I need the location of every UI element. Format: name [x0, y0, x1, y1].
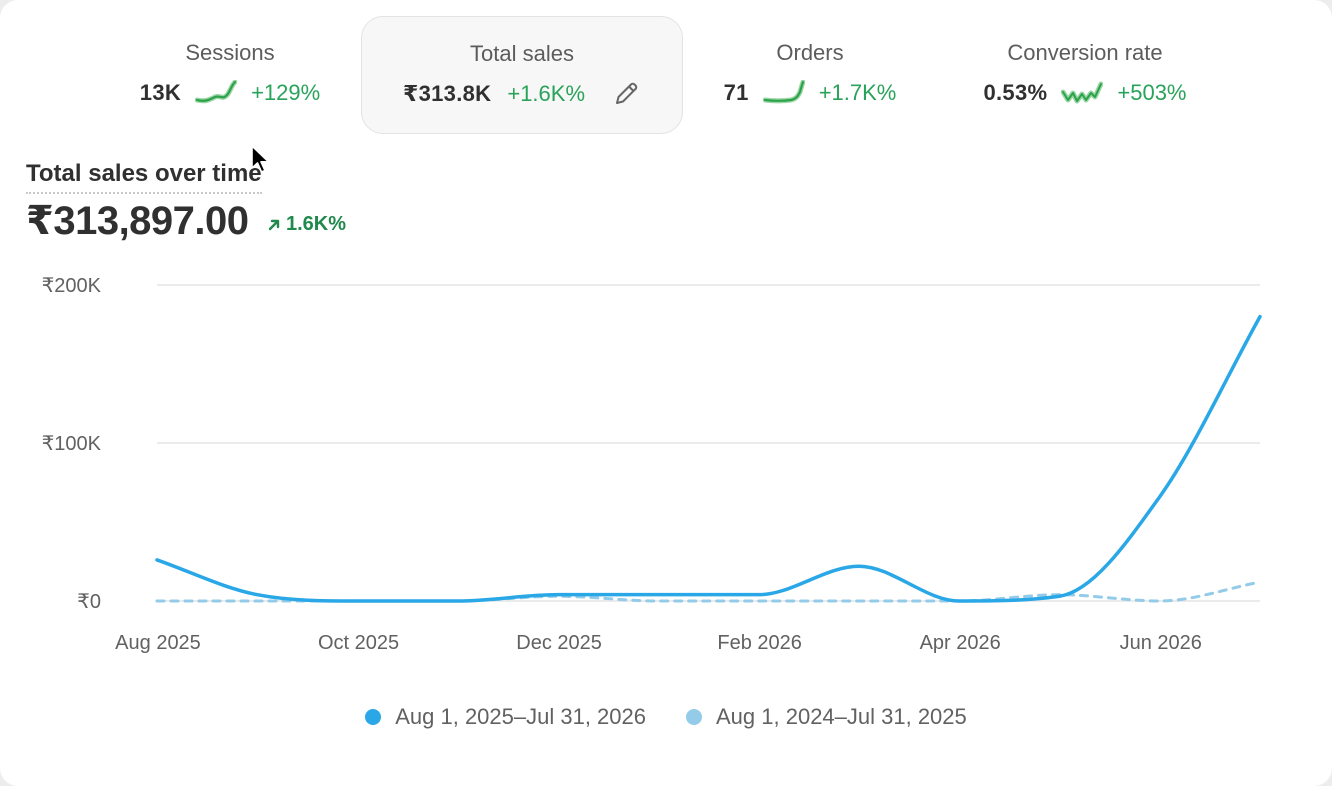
total-sales-delta: 1.6K%: [266, 213, 346, 236]
metric-delta: +129%: [251, 80, 321, 105]
metric-conversion-rate[interactable]: Conversion rate 0.53% +503%: [925, 16, 1245, 134]
legend-item-current[interactable]: Aug 1, 2025–Jul 31, 2026: [365, 704, 646, 730]
metric-sessions[interactable]: Sessions 13K +129%: [70, 16, 390, 134]
metric-label: Orders: [776, 40, 844, 65]
legend-label-previous: Aug 1, 2024–Jul 31, 2025: [716, 704, 967, 729]
x-tick-label: Feb 2026: [717, 632, 802, 654]
metric-delta: +1.6K%: [507, 81, 586, 106]
metric-orders[interactable]: Orders 71 +1.7K%: [650, 16, 970, 134]
metric-value: 71: [723, 80, 749, 105]
mouse-cursor-icon: [251, 145, 270, 173]
metric-delta: +503%: [1117, 80, 1187, 105]
x-tick-label: Apr 2026: [920, 632, 1001, 654]
legend-dot-current: [365, 709, 382, 725]
metric-value: ₹313.8K: [402, 81, 492, 106]
y-tick-label: ₹200K: [42, 275, 102, 297]
metric-label: Sessions: [185, 40, 275, 65]
metric-value: 13K: [139, 80, 182, 105]
sparkline-icon: [1061, 81, 1104, 104]
chart-title[interactable]: Total sales over time: [26, 160, 262, 194]
total-sales-value: ₹313,897.00: [26, 199, 249, 243]
x-tick-label: Dec 2025: [516, 632, 602, 654]
pencil-icon[interactable]: [611, 79, 641, 109]
x-tick-label: Oct 2025: [318, 632, 399, 654]
y-tick-label: ₹100K: [42, 433, 102, 455]
metric-value: 0.53%: [983, 80, 1048, 105]
series-line-current: [155, 314, 1262, 603]
metric-label: Conversion rate: [1007, 40, 1163, 65]
legend-item-previous[interactable]: Aug 1, 2024–Jul 31, 2025: [686, 704, 967, 730]
metric-total-sales[interactable]: Total sales ₹313.8K +1.6K%: [361, 16, 683, 134]
legend-dot-previous: [686, 709, 702, 725]
arrow-up-right-icon: [268, 219, 280, 230]
chart-legend: Aug 1, 2025–Jul 31, 2026 Aug 1, 2024–Jul…: [0, 704, 1332, 730]
metrics-bar: Sessions 13K +129% Total sales ₹313.8K +…: [0, 0, 1332, 140]
total-sales-delta-text: 1.6K%: [286, 213, 347, 235]
sparkline-icon: [762, 80, 805, 104]
x-tick-label: Jun 2026: [1120, 632, 1202, 654]
legend-label-current: Aug 1, 2025–Jul 31, 2026: [395, 704, 646, 729]
y-tick-label: ₹0: [77, 591, 101, 613]
series-line-previous: [155, 580, 1262, 603]
sales-line-chart[interactable]: ₹0 ₹100K ₹200K Aug 2025 Oct 2025 Dec 2025 Feb …: [0, 250, 1332, 670]
metric-label: Total sales: [470, 41, 574, 66]
x-tick-label: Aug 2025: [115, 632, 201, 654]
sparkline-icon: [195, 80, 238, 104]
metric-delta: +1.7K%: [818, 80, 897, 105]
